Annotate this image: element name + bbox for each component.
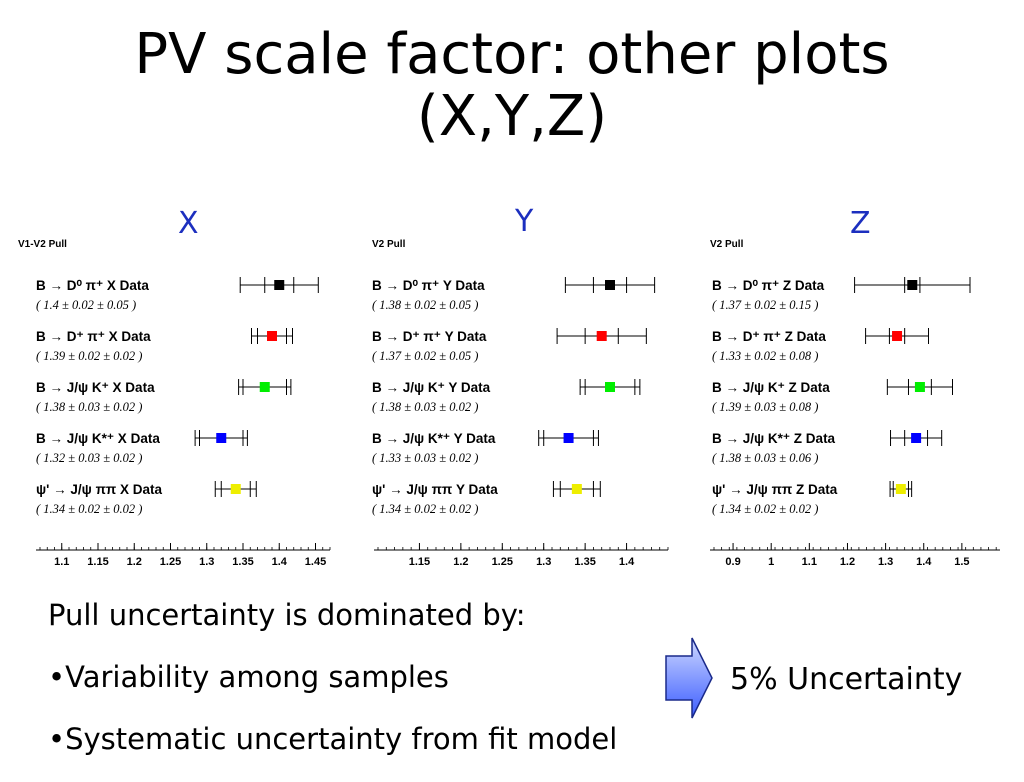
x-tick-label: 1.35 [232, 556, 253, 568]
data-point [571, 484, 582, 494]
series-name: B → D⁺ π⁺ Y Data [372, 329, 487, 344]
series-name: B → J/ψ K⁺ X Data [36, 380, 155, 395]
series-value-label: ( 1.33 ± 0.02 ± 0.08 ) [712, 349, 818, 363]
series-name: ψ' → J/ψ ππ Z Data [712, 482, 838, 497]
panel-label-x: X [178, 206, 199, 241]
pull-plots: V1-V2 Pull B → D⁰ π⁺ X Data ( 1.4 ± 0.02 ±… [18, 239, 1000, 568]
series-value-label: ( 1.38 ± 0.03 ± 0.02 ) [36, 400, 142, 414]
series-name: B → D⁺ π⁺ Z Data [712, 329, 826, 344]
series-value-label: ( 1.34 ± 0.02 ± 0.02 ) [36, 502, 142, 516]
x-tick-label: 1.45 [305, 556, 326, 568]
right-arrow-icon [665, 637, 713, 719]
plot-title: V2 Pull [710, 239, 744, 250]
data-point [605, 280, 615, 290]
series-name: B → J/ψ K⁺ Z Data [712, 380, 830, 395]
data-point [230, 484, 241, 494]
bullet-list: Pull uncertainty is dominated by: •Varia… [48, 596, 617, 782]
x-tick-label: 1 [768, 556, 774, 568]
series-name: B → D⁰ π⁺ Y Data [372, 278, 485, 293]
x-tick-label: 1.4 [916, 556, 932, 568]
series-name: B → D⁰ π⁺ Z Data [712, 278, 825, 293]
data-point [907, 280, 918, 290]
series-name: ψ' → J/ψ ππ X Data [36, 482, 162, 497]
panel-label-y: Y [515, 204, 534, 239]
data-point [274, 280, 285, 290]
series-name: B → J/ψ K*⁺ Z Data [712, 431, 836, 446]
series-name: ψ' → J/ψ ππ Y Data [372, 482, 498, 497]
data-point [911, 433, 922, 443]
x-tick-label: 1.15 [409, 556, 430, 568]
bullet-item: •Systematic uncertainty from fit model [48, 722, 618, 756]
data-point [216, 433, 227, 443]
data-point [914, 382, 925, 392]
series-value-label: ( 1.39 ± 0.02 ± 0.02 ) [36, 349, 142, 363]
x-tick-label: 1.1 [802, 556, 817, 568]
series-name: B → J/ψ K*⁺ X Data [36, 431, 160, 446]
series-value-label: ( 1.4 ± 0.02 ± 0.05 ) [36, 298, 136, 312]
x-tick-label: 1.3 [199, 556, 214, 568]
x-tick-label: 1.3 [536, 556, 551, 568]
series-value-label: ( 1.34 ± 0.02 ± 0.02 ) [712, 502, 818, 516]
data-point [596, 331, 607, 341]
x-tick-label: 1.4 [619, 556, 635, 568]
x-tick-label: 1.2 [453, 556, 468, 568]
panel-label-z: Z [850, 206, 871, 241]
x-tick-label: 0.9 [725, 556, 740, 568]
x-tick-label: 1.15 [87, 556, 108, 568]
data-point [895, 484, 906, 494]
x-tick-label: 1.5 [954, 556, 969, 568]
series-value-label: ( 1.34 ± 0.02 ± 0.02 ) [372, 502, 478, 516]
x-tick-label: 1.25 [492, 556, 513, 568]
series-name: B → D⁺ π⁺ X Data [36, 329, 151, 344]
series-value-label: ( 1.38 ± 0.03 ± 0.02 ) [372, 400, 478, 414]
bullet-item: •Variability among samples [48, 660, 449, 694]
x-tick-label: 1.35 [574, 556, 595, 568]
series-value-label: ( 1.39 ± 0.03 ± 0.08 ) [712, 400, 818, 414]
series-name: B → J/ψ K⁺ Y Data [372, 380, 491, 395]
title-line-1: PV scale factor: other plots [134, 22, 890, 87]
bullet-heading: Pull uncertainty is dominated by: [48, 598, 526, 632]
x-tick-label: 1.2 [840, 556, 855, 568]
series-name: B → D⁰ π⁺ X Data [36, 278, 149, 293]
x-tick-label: 1.3 [878, 556, 893, 568]
data-point [605, 382, 615, 392]
series-value-label: ( 1.38 ± 0.03 ± 0.06 ) [712, 451, 818, 465]
series-value-label: ( 1.32 ± 0.03 ± 0.02 ) [36, 451, 142, 465]
conclusion-text: 5% Uncertainty [730, 662, 963, 697]
series-value-label: ( 1.33 ± 0.03 ± 0.02 ) [372, 451, 478, 465]
plot-title: V2 Pull [372, 239, 406, 250]
x-tick-label: 1.2 [127, 556, 142, 568]
series-value-label: ( 1.37 ± 0.02 ± 0.15 ) [712, 298, 818, 312]
title-line-2: (X,Y,Z) [416, 84, 608, 149]
series-value-label: ( 1.38 ± 0.02 ± 0.05 ) [372, 298, 478, 312]
data-point [892, 331, 903, 341]
x-tick-label: 1.1 [54, 556, 69, 568]
x-tick-label: 1.25 [160, 556, 181, 568]
series-value-label: ( 1.37 ± 0.02 ± 0.05 ) [372, 349, 478, 363]
x-tick-label: 1.4 [272, 556, 288, 568]
plot-title: V1-V2 Pull [18, 239, 67, 250]
series-name: B → J/ψ K*⁺ Y Data [372, 431, 496, 446]
data-point [267, 331, 277, 341]
slide-title: PV scale factor: other plots (X,Y,Z) [0, 24, 1024, 148]
data-point [563, 433, 574, 443]
data-point [259, 382, 270, 392]
